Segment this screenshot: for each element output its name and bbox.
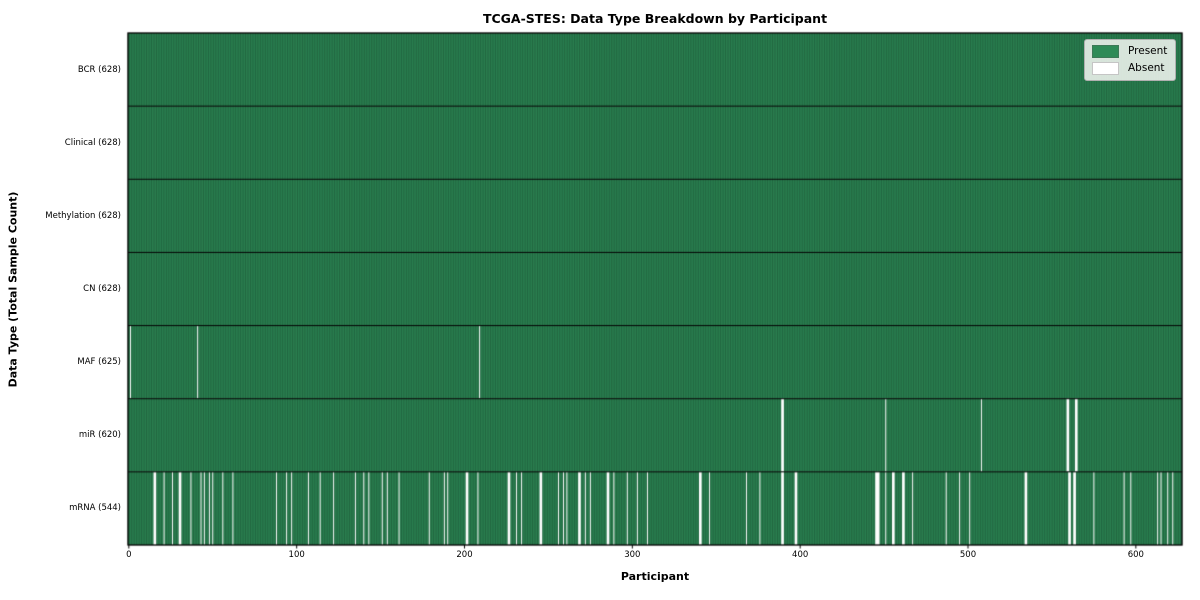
legend-item-absent: Absent	[1092, 62, 1167, 75]
legend-label-absent: Absent	[1128, 62, 1165, 74]
x-tick-label: 600	[1127, 550, 1144, 560]
x-tick-label: 0	[126, 550, 132, 560]
present-swatch-icon	[1092, 45, 1119, 58]
x-tick-label: 100	[288, 550, 305, 560]
absent-swatch-icon	[1092, 62, 1119, 75]
x-tick-label: 300	[624, 550, 641, 560]
y-tick-label: CN (628)	[83, 284, 121, 294]
x-axis-title: Participant	[620, 570, 690, 583]
y-tick-label: MAF (625)	[77, 357, 121, 368]
y-tick-label: BCR (628)	[77, 64, 121, 75]
x-tick-label: 200	[456, 550, 473, 560]
x-tick-label: 400	[792, 550, 809, 560]
x-tick-label: 500	[959, 550, 977, 560]
legend-label-present: Present	[1128, 45, 1168, 57]
y-tick-label: Methylation (628)	[45, 210, 121, 221]
legend: Present Absent	[1084, 39, 1177, 81]
y-tick-label: Clinical (628)	[64, 137, 121, 148]
y-tick-label: mRNA (544)	[69, 503, 121, 514]
y-tick-label: miR (620)	[78, 430, 121, 441]
legend-item-present: Present	[1092, 45, 1167, 58]
chart-title: TCGA-STES: Data Type Breakdown by Partic…	[482, 11, 828, 26]
y-axis-title: Data Type (Total Sample Count)	[6, 191, 20, 388]
